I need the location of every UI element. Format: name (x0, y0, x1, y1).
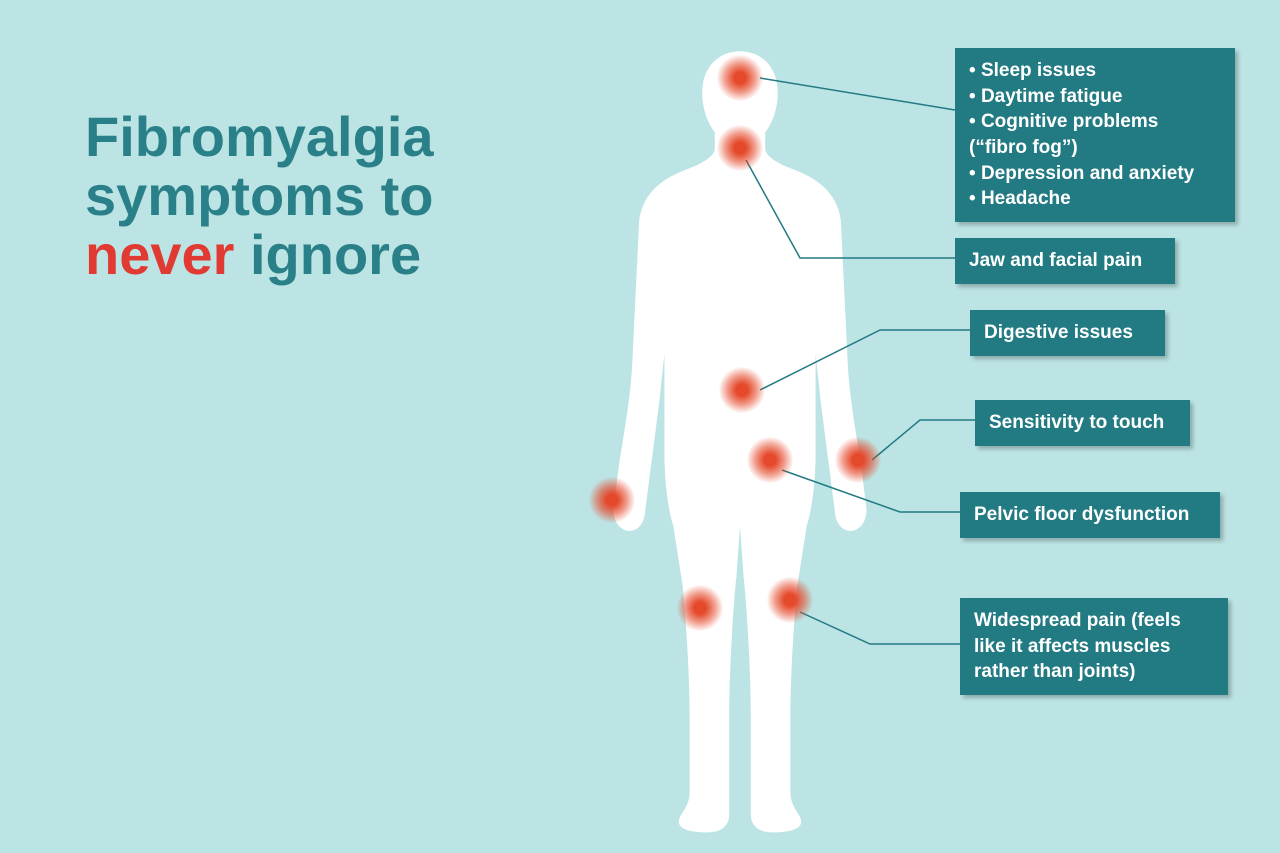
callout-list-item: Cognitive problems (“fibro fog”) (969, 109, 1221, 160)
callout-digestive: Digestive issues (970, 310, 1165, 356)
title-after-never: ignore (234, 223, 421, 286)
callout-jaw: Jaw and facial pain (955, 238, 1175, 284)
callout-list-item: Headache (969, 186, 1221, 212)
callout-line: rather than joints) (974, 659, 1214, 685)
callout-head-symptoms: Sleep issuesDaytime fatigueCognitive pro… (955, 48, 1235, 222)
body-path (614, 51, 867, 832)
main-title: Fibromyalgia symptoms to never ignore (85, 108, 434, 284)
callout-line: Widespread pain (feels (974, 608, 1214, 634)
callout-line: like it affects muscles (974, 634, 1214, 660)
infographic-canvas: Fibromyalgia symptoms to never ignore Sl… (0, 0, 1280, 853)
title-line3: never ignore (85, 226, 434, 285)
callout-list: Sleep issuesDaytime fatigueCognitive pro… (969, 58, 1221, 212)
callout-widespread: Widespread pain (feelslike it affects mu… (960, 598, 1228, 695)
title-line2: symptoms to (85, 167, 434, 226)
callout-pelvic: Pelvic floor dysfunction (960, 492, 1220, 538)
body-silhouette (560, 40, 920, 840)
title-line1: Fibromyalgia (85, 108, 434, 167)
callout-touch: Sensitivity to touch (975, 400, 1190, 446)
callout-list-item: Depression and anxiety (969, 161, 1221, 187)
title-never: never (85, 223, 234, 286)
callout-list-item: Daytime fatigue (969, 84, 1221, 110)
callout-list-item: Sleep issues (969, 58, 1221, 84)
